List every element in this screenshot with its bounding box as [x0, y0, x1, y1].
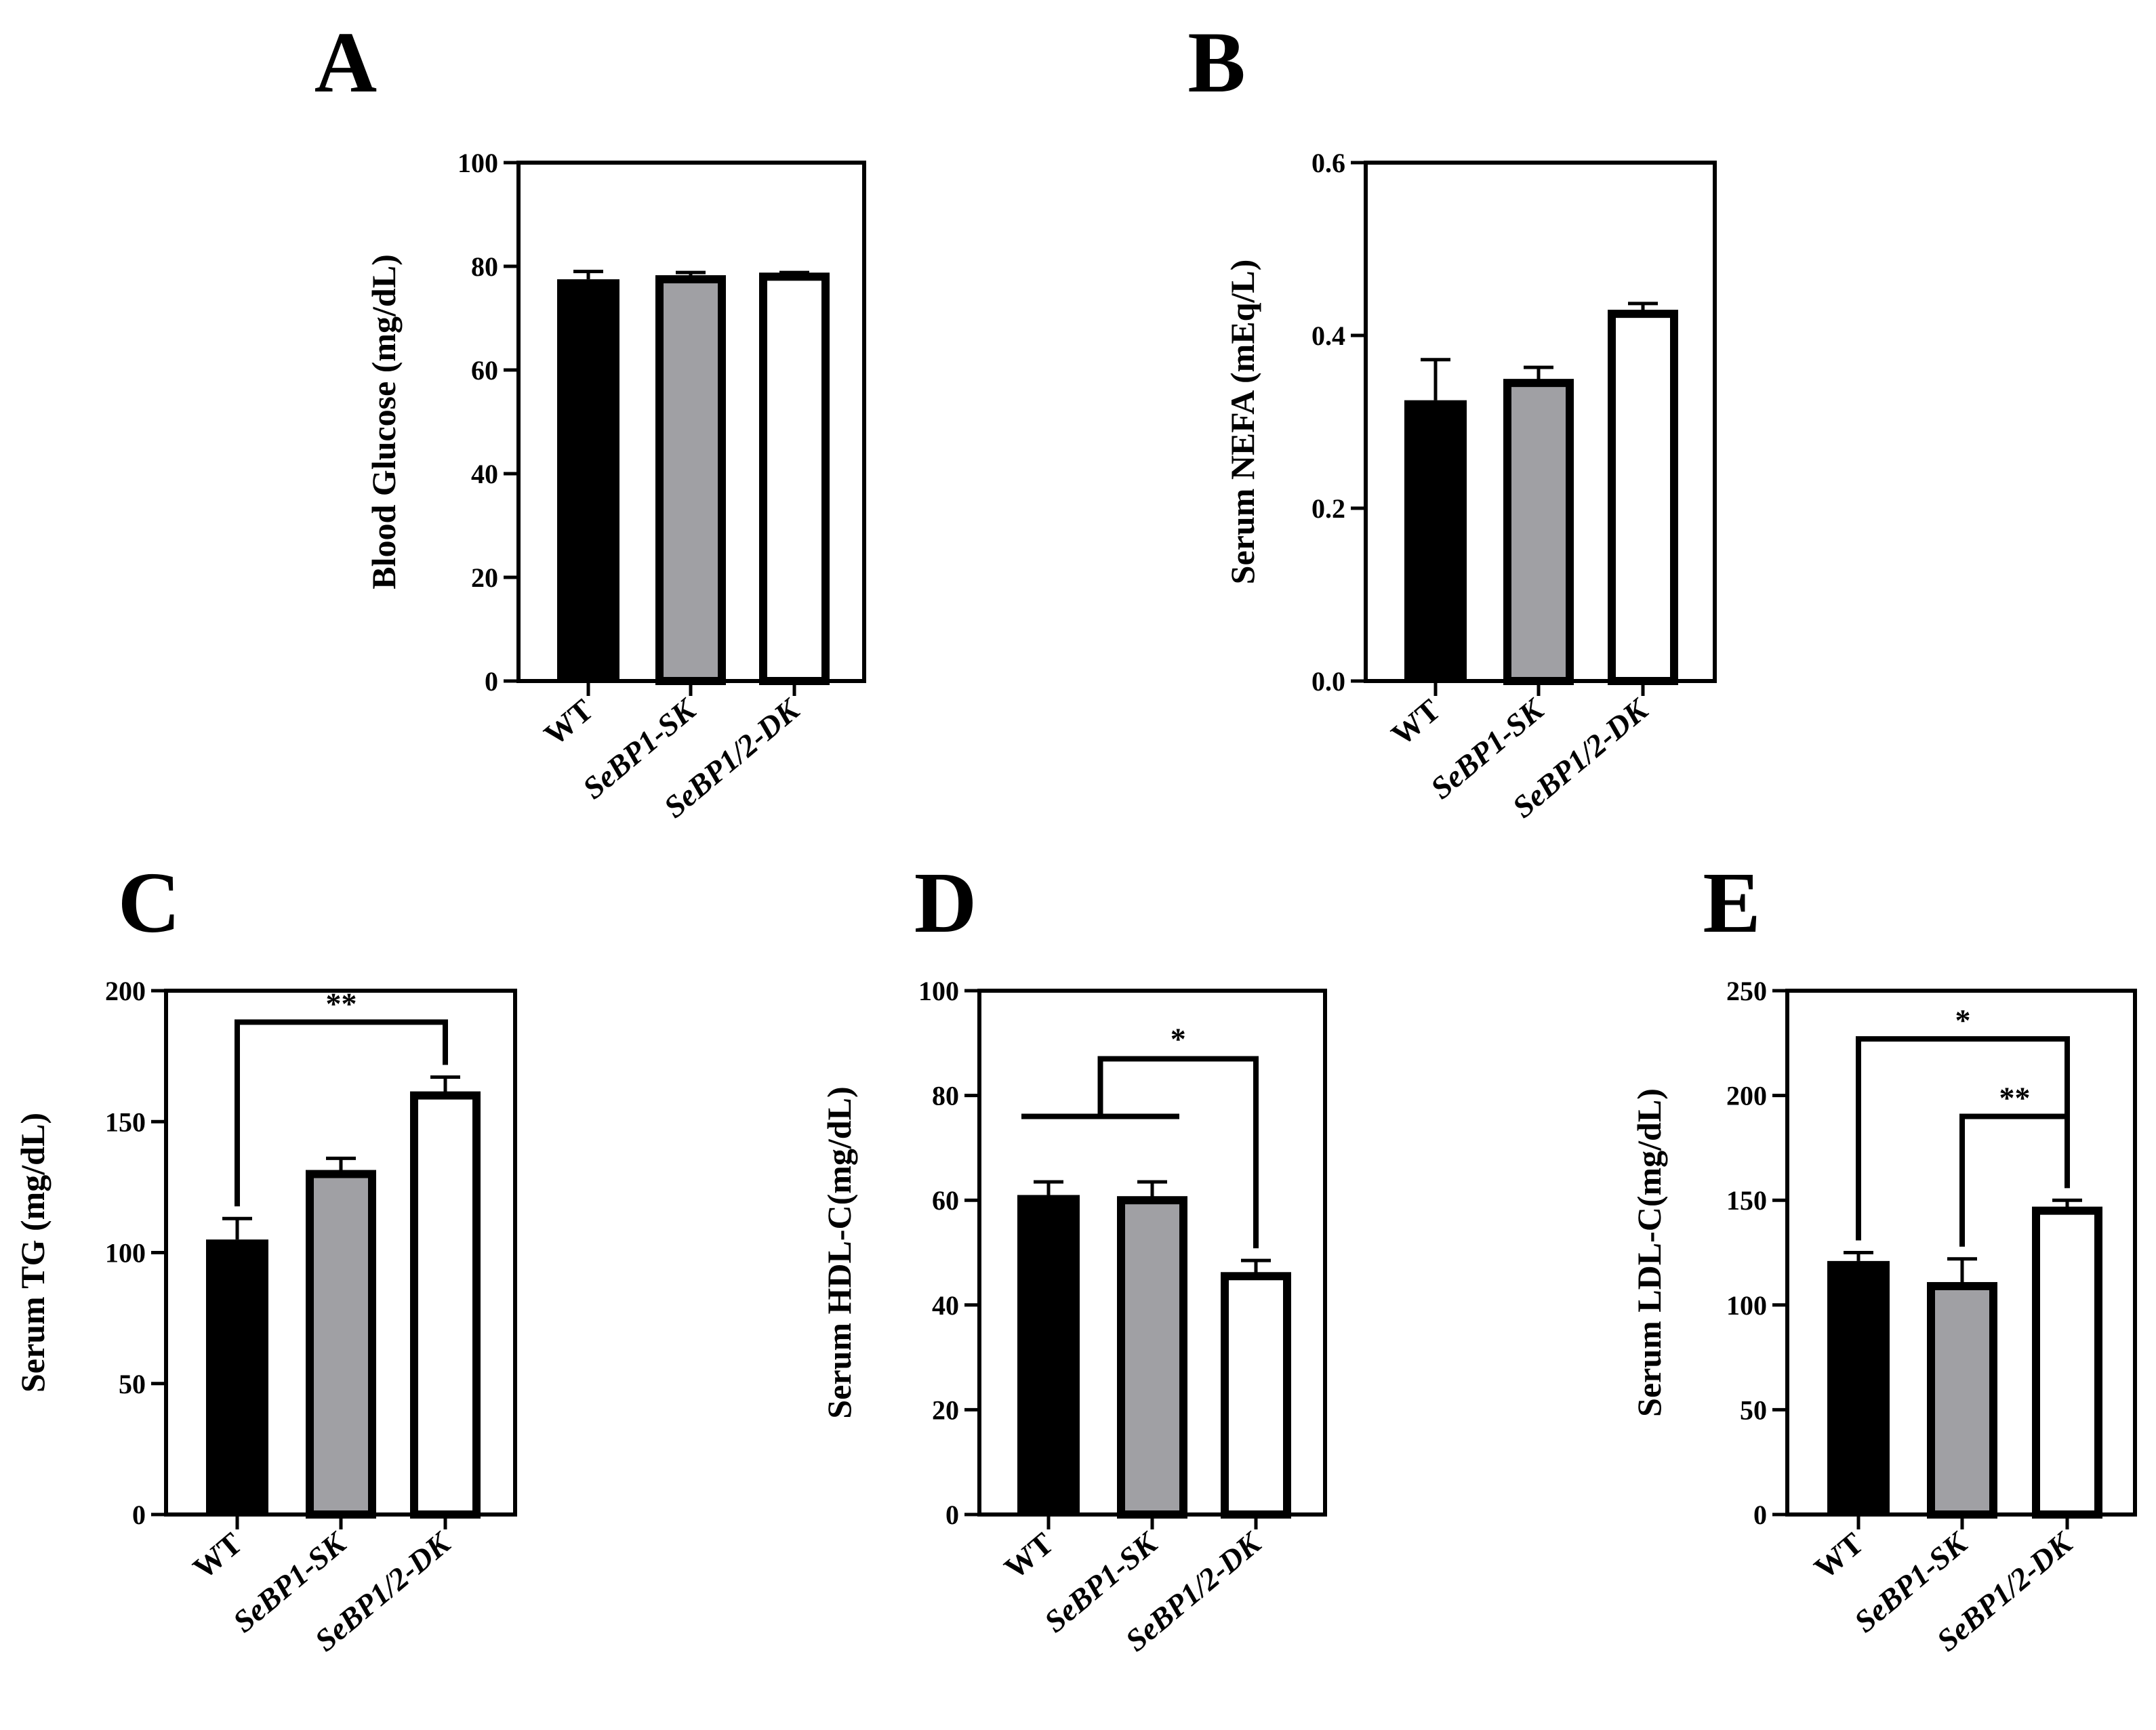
y-tick-label-b: 0.0	[1311, 666, 1345, 697]
y-tick-label-a: 100	[457, 148, 498, 178]
significance-label-d-1: *	[1171, 1021, 1186, 1056]
significance-bracket-d-1	[1021, 1056, 1259, 1249]
y-axis-label-c: Serum TG (mg/dL)	[14, 1113, 52, 1393]
y-tick-label-d: 80	[932, 1081, 959, 1111]
significance-bracket-c-1	[235, 1019, 448, 1207]
y-tick-label-c: 200	[105, 976, 146, 1006]
significance-label-e-1: *	[1955, 1003, 1971, 1037]
significance-label-c-1: **	[326, 986, 357, 1021]
bar-d-2	[1117, 1196, 1187, 1519]
bar-b-3	[1608, 310, 1678, 685]
y-axis-label-b: Serum NEFA (mEq/L)	[1223, 260, 1261, 585]
x-category-label-c-1: WT	[186, 1526, 249, 1586]
y-tick-label-a: 80	[471, 251, 498, 282]
y-tick-label-e: 50	[1740, 1395, 1767, 1425]
y-tick-label-c: 50	[119, 1369, 146, 1399]
y-tick-label-e: 150	[1726, 1185, 1767, 1216]
y-tick-label-a: 40	[471, 459, 498, 489]
panel-letter-c: C	[118, 854, 180, 951]
y-tick-label-b: 0.2	[1311, 493, 1345, 524]
significance-bracket-e-1	[1856, 1036, 2070, 1241]
x-category-label-e-1: WT	[1808, 1526, 1870, 1586]
y-tick-label-d: 20	[932, 1395, 959, 1425]
y-tick-label-a: 20	[471, 562, 498, 593]
x-category-label-a-1: WT	[537, 693, 600, 752]
significance-label-e-2: **	[1999, 1081, 2031, 1115]
significance-bracket-e-2	[1959, 1113, 2070, 1247]
bar-d-1	[1017, 1195, 1080, 1515]
y-tick-label-c: 100	[105, 1238, 146, 1269]
y-tick-label-d: 40	[932, 1290, 959, 1321]
y-axis-label-e: Serum LDL-C(mg/dL)	[1630, 1088, 1668, 1417]
y-tick-label-c: 0	[132, 1500, 146, 1530]
panel-letter-a: A	[314, 14, 377, 110]
bar-c-3	[410, 1091, 481, 1519]
y-tick-label-d: 0	[945, 1500, 959, 1530]
bar-e-3	[2032, 1206, 2102, 1519]
panel-letter-e: E	[1703, 854, 1760, 951]
y-tick-label-c: 150	[105, 1107, 146, 1137]
y-tick-label-b: 0.6	[1311, 148, 1345, 178]
y-tick-label-e: 250	[1726, 976, 1767, 1006]
x-category-label-d-1: WT	[998, 1526, 1060, 1586]
y-tick-label-d: 100	[918, 976, 959, 1006]
bar-a-1	[557, 279, 619, 681]
y-tick-label-e: 0	[1753, 1500, 1767, 1530]
panel-letter-d: D	[914, 854, 977, 951]
bar-c-1	[206, 1239, 268, 1515]
y-tick-label-e: 200	[1726, 1081, 1767, 1111]
bar-c-2	[306, 1170, 376, 1519]
bar-d-3	[1221, 1272, 1291, 1519]
y-tick-label-a: 0	[485, 666, 498, 697]
x-category-label-b-1: WT	[1385, 693, 1447, 752]
y-tick-label-d: 60	[932, 1185, 959, 1216]
bar-e-2	[1927, 1281, 1997, 1519]
panel-letter-b: B	[1187, 14, 1245, 110]
y-tick-label-e: 100	[1726, 1290, 1767, 1321]
y-axis-label-a: Blood Glucose (mg/dL)	[365, 254, 403, 589]
bar-b-2	[1503, 379, 1574, 685]
bar-b-1	[1404, 400, 1467, 681]
bar-a-3	[759, 272, 830, 685]
y-axis-label-d: Serum HDL-C(mg/dL)	[820, 1086, 858, 1418]
y-tick-label-b: 0.4	[1311, 321, 1345, 351]
bar-a-2	[655, 275, 726, 685]
bar-e-1	[1827, 1260, 1890, 1515]
y-tick-label-a: 60	[471, 355, 498, 386]
